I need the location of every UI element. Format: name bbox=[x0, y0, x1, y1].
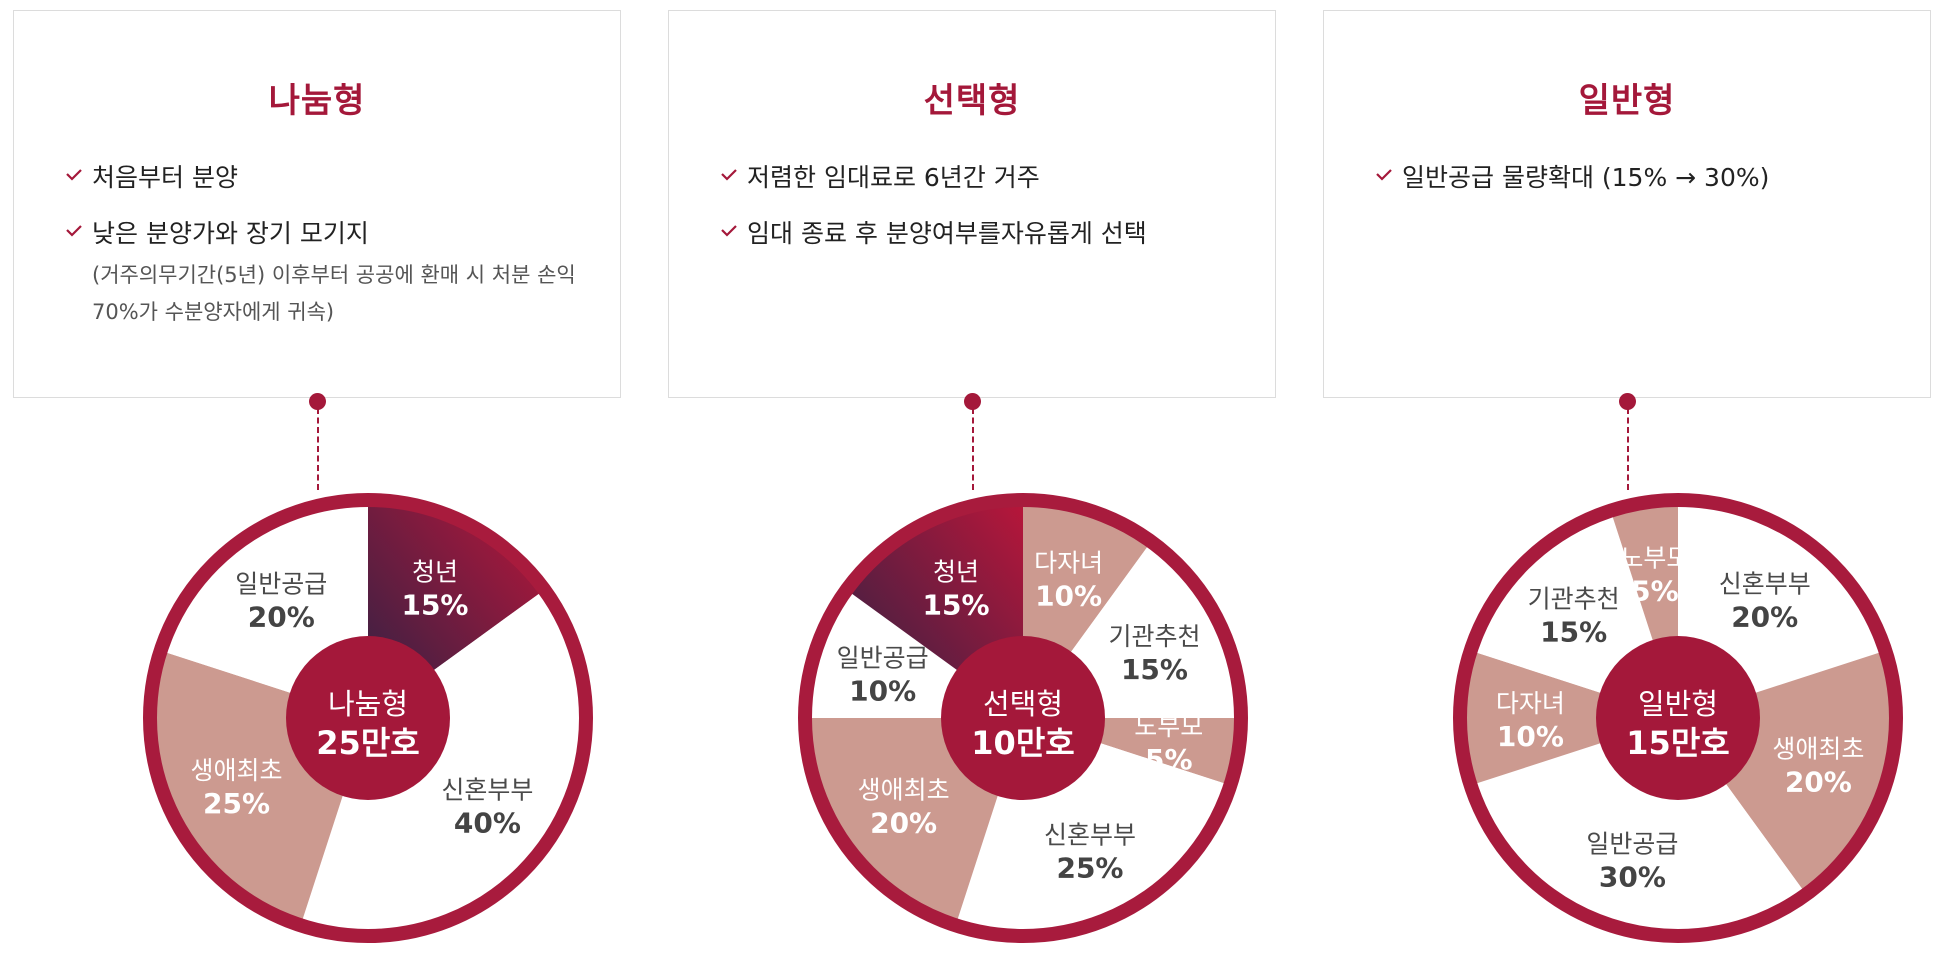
connector-dot bbox=[309, 393, 326, 410]
slice-label: 일반공급 bbox=[1586, 829, 1678, 858]
connector-line bbox=[972, 408, 974, 490]
slice-label: 노부모 bbox=[1620, 543, 1689, 572]
check-icon bbox=[66, 225, 82, 237]
bullet-item: 일반공급 물량확대 (15% → 30%) bbox=[1374, 159, 1910, 197]
pie-rim bbox=[143, 493, 593, 943]
slice-value-label: 15% bbox=[922, 589, 989, 622]
bullet-list: 일반공급 물량확대 (15% → 30%) bbox=[1374, 159, 1910, 215]
slice-value-label: 10% bbox=[1497, 720, 1564, 753]
nanum-info-card: 나눔형 처음부터 분양 낮은 분양가와 장기 모기지 (거주의무기간(5년) 이… bbox=[13, 10, 621, 398]
slice-value-label: 15% bbox=[1121, 653, 1188, 686]
slice-label: 기관추천 bbox=[1528, 585, 1620, 614]
type-column-nanum: 나눔형 처음부터 분양 낮은 분양가와 장기 모기지 (거주의무기간(5년) 이… bbox=[13, 10, 623, 960]
slice-label: 청년 bbox=[933, 558, 979, 587]
slice-value-label: 20% bbox=[1785, 766, 1852, 799]
bullet-text: 처음부터 분양 bbox=[92, 163, 238, 192]
slice-label: 다자녀 bbox=[1496, 689, 1565, 718]
check-icon bbox=[66, 169, 82, 181]
bullet-subtext: (거주의무기간(5년) 이후부터 공공에 환매 시 처분 손익 70%가 수분양… bbox=[92, 263, 576, 324]
pie-center-badge bbox=[941, 636, 1105, 800]
ilban-info-card: 일반형 일반공급 물량확대 (15% → 30%) bbox=[1323, 10, 1931, 398]
slice-label: 노부모 bbox=[1134, 712, 1203, 741]
card-title: 나눔형 bbox=[268, 81, 366, 121]
connector-line bbox=[1627, 408, 1629, 490]
bullet-item: 저렴한 임대료로 6년간 거주 bbox=[719, 159, 1255, 197]
slice-value-label: 30% bbox=[1599, 860, 1666, 893]
bullet-text: 저렴한 임대료로 6년간 거주 bbox=[747, 163, 1040, 192]
ilban-pie-chart: 신혼부부20%생애최초20%일반공급30%다자녀10%기관추천15%노부모5%일… bbox=[1453, 493, 1903, 943]
bullet-item: 낮은 분양가와 장기 모기지 (거주의무기간(5년) 이후부터 공공에 환매 시… bbox=[64, 215, 600, 331]
type-column-seontaek: 선택형 저렴한 임대료로 6년간 거주 임대 종료 후 분양여부를자유롭게 선택… bbox=[668, 10, 1278, 960]
bullet-list: 처음부터 분양 낮은 분양가와 장기 모기지 (거주의무기간(5년) 이후부터 … bbox=[64, 159, 600, 349]
bullet-text: 임대 종료 후 분양여부를자유롭게 선택 bbox=[747, 219, 1147, 248]
pie-slice bbox=[1471, 718, 1806, 935]
slice-value-label: 5% bbox=[1145, 743, 1193, 776]
slice-value-label: 15% bbox=[401, 589, 468, 622]
pie-center-badge bbox=[1596, 636, 1760, 800]
slice-label: 생애최초 bbox=[1772, 735, 1864, 764]
type-column-ilban: 일반형 일반공급 물량확대 (15% → 30%) 신혼부부 20% 생애최초 20%… bbox=[1323, 10, 1933, 960]
center-label: 선택형 bbox=[983, 687, 1063, 721]
slice-label: 신혼부부 bbox=[1719, 570, 1811, 599]
check-icon bbox=[721, 169, 737, 181]
bullet-text: 낮은 분양가와 장기 모기지 bbox=[92, 219, 369, 248]
slice-value-label: 10% bbox=[1035, 580, 1102, 613]
slice-label: 신혼부부 bbox=[441, 776, 533, 805]
slice-value-label: 20% bbox=[870, 807, 937, 840]
pie-slice bbox=[300, 590, 586, 935]
center-value: 15만호 bbox=[1626, 724, 1729, 762]
slice-label: 생애최초 bbox=[191, 756, 283, 785]
bullet-list: 저렴한 임대료로 6년간 거주 임대 종료 후 분양여부를자유롭게 선택 bbox=[719, 159, 1255, 271]
seontaek-info-card: 선택형 저렴한 임대료로 6년간 거주 임대 종료 후 분양여부를자유롭게 선택 bbox=[668, 10, 1276, 398]
pie-rim bbox=[1453, 493, 1903, 943]
bullet-text: 일반공급 물량확대 (15% → 30%) bbox=[1402, 163, 1770, 192]
bullet-item: 처음부터 분양 bbox=[64, 159, 600, 197]
slice-label: 다자녀 bbox=[1034, 549, 1103, 578]
center-label: 나눔형 bbox=[328, 687, 408, 721]
slice-value-label: 5% bbox=[1631, 574, 1679, 607]
slice-value-label: 25% bbox=[203, 787, 270, 820]
slice-label: 일반공급 bbox=[837, 643, 929, 672]
slice-label: 생애최초 bbox=[858, 776, 950, 805]
connector-dot bbox=[964, 393, 981, 410]
check-icon bbox=[721, 225, 737, 237]
center-value: 25만호 bbox=[316, 724, 419, 762]
connector-line bbox=[317, 408, 319, 490]
bullet-item: 임대 종료 후 분양여부를자유롭게 선택 bbox=[719, 215, 1255, 253]
slice-value-label: 40% bbox=[454, 807, 521, 840]
slice-value-label: 20% bbox=[1731, 601, 1798, 634]
slice-label: 신혼부부 bbox=[1044, 820, 1136, 849]
check-icon bbox=[1376, 169, 1392, 181]
pie-rim bbox=[798, 493, 1248, 943]
card-title: 선택형 bbox=[923, 81, 1021, 121]
slice-value-label: 10% bbox=[849, 674, 916, 707]
center-label: 일반형 bbox=[1638, 687, 1718, 721]
connector-dot bbox=[1619, 393, 1636, 410]
slice-label: 청년 bbox=[412, 558, 458, 587]
center-value: 10만호 bbox=[971, 724, 1074, 762]
slice-label: 일반공급 bbox=[235, 570, 327, 599]
slice-value-label: 20% bbox=[248, 601, 315, 634]
slice-value-label: 15% bbox=[1540, 616, 1607, 649]
pie-slice bbox=[1461, 650, 1678, 786]
pie-center-badge bbox=[286, 636, 450, 800]
slice-label: 기관추천 bbox=[1108, 622, 1200, 651]
seontaek-pie-chart: 다자녀10%기관추천15%노부모5%신혼부부25%생애최초20%일반공급10%청… bbox=[798, 493, 1248, 943]
slice-value-label: 25% bbox=[1056, 851, 1123, 884]
card-title: 일반형 bbox=[1578, 81, 1676, 121]
